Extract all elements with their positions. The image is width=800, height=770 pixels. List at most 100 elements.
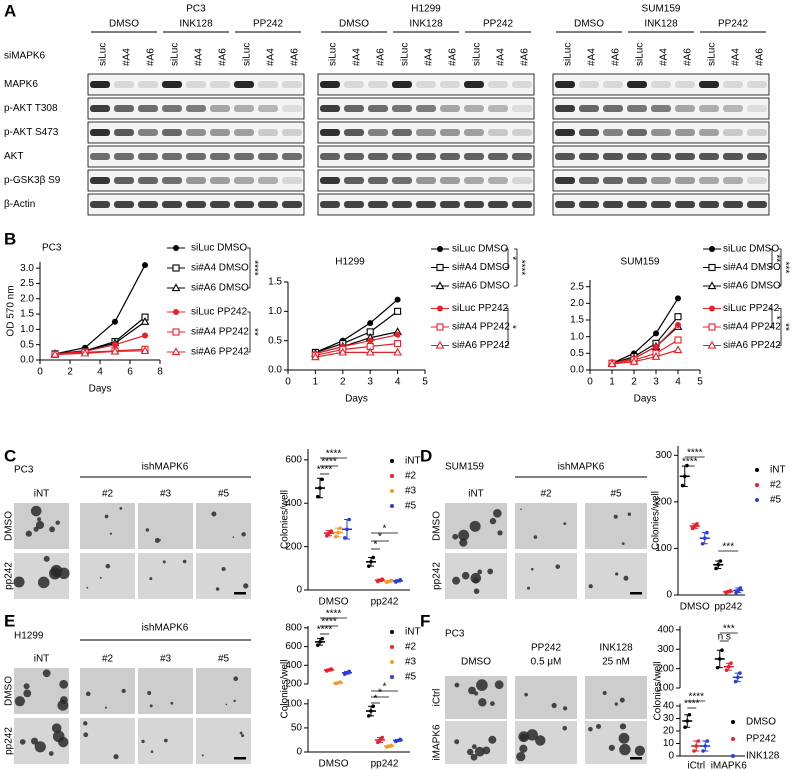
lane-label: #A4 <box>496 48 507 66</box>
panel-label: B <box>4 229 16 248</box>
blot-band <box>258 81 278 88</box>
legend-label: siLuc DMSO <box>723 244 779 255</box>
legend-label: si#A6 DMSO <box>452 281 510 292</box>
blot-band <box>512 81 532 88</box>
legend-label: #5 <box>405 672 417 683</box>
lane-label: siLuc <box>400 43 411 66</box>
colony <box>563 706 568 711</box>
colony <box>163 738 168 743</box>
y-axis-title: OD 570 nm <box>6 285 17 336</box>
marker <box>142 332 148 339</box>
y-tick-label: 200 <box>285 679 302 690</box>
legend-marker <box>707 281 717 290</box>
colony <box>37 517 42 522</box>
y-tick-label: 1.0 <box>268 306 282 317</box>
colony <box>243 583 249 589</box>
y-tick-label: 0 <box>668 751 674 762</box>
colony <box>31 737 39 745</box>
significance-label: **** <box>317 625 333 636</box>
colony <box>60 696 68 704</box>
blot-band <box>138 201 158 208</box>
x-tick-label: 2 <box>67 367 73 378</box>
blot-band <box>512 105 532 112</box>
blot-band <box>186 81 206 88</box>
y-tick-label: 50 <box>291 723 303 734</box>
blot-band <box>258 177 278 184</box>
significance-label: **** <box>317 465 333 476</box>
blot-band <box>186 153 206 160</box>
treatment-label: PP242 <box>718 19 748 30</box>
marker <box>651 351 661 360</box>
colony <box>215 587 220 591</box>
protein-label: β-Actin <box>4 199 35 210</box>
blot-band <box>464 81 484 88</box>
blot-band <box>488 105 508 112</box>
legend-marker <box>436 323 444 331</box>
blot-band <box>114 177 134 184</box>
blot-band <box>114 201 134 208</box>
blot-band <box>675 129 695 136</box>
x-tick-label: 0 <box>37 367 43 378</box>
legend-label: si#A4 PP242 <box>191 327 249 338</box>
x-tick-label: 3 <box>367 377 373 388</box>
y-tick-label: 0 <box>296 747 302 758</box>
row-title: siMAPK6 <box>4 51 46 62</box>
blot-band <box>603 81 623 88</box>
x-tick-label: 1 <box>313 377 319 388</box>
colony <box>86 586 89 589</box>
x-axis-title: Days <box>634 394 657 405</box>
column-label: iNT <box>468 489 484 500</box>
y-tick-label: 0.0 <box>570 365 584 376</box>
blot-band <box>258 153 278 160</box>
blot-band <box>258 201 278 208</box>
x-tick-label: 2 <box>340 377 346 388</box>
scale-bar <box>234 592 246 595</box>
protein-label: AKT <box>4 151 23 162</box>
lane-label: #A6 <box>755 48 766 66</box>
colony <box>623 575 629 581</box>
colony <box>23 683 30 690</box>
legend-marker <box>755 498 759 502</box>
significance-label: ** <box>770 254 781 262</box>
legend-label: #2 <box>405 471 417 482</box>
blot-band <box>747 201 767 208</box>
legend-label: si#A4 PP242 <box>723 322 781 333</box>
blot-band <box>651 201 671 208</box>
blot-band <box>747 153 767 160</box>
marker <box>338 347 348 356</box>
marker <box>674 336 682 344</box>
x-tick-label: 3 <box>653 377 659 388</box>
blot-band <box>186 105 206 112</box>
colony-image <box>138 503 193 549</box>
marker <box>394 331 401 338</box>
marker <box>112 341 118 348</box>
significance-bracket <box>769 308 773 328</box>
legend-label: iNT <box>405 627 421 638</box>
treatment-label: INK128 <box>409 19 443 30</box>
marker <box>675 322 681 328</box>
colony <box>615 572 619 576</box>
marker <box>80 348 90 357</box>
y-tick-label: 1.5 <box>20 309 34 320</box>
legend-label: si#A6 PP242 <box>452 340 510 351</box>
cell-label: SUM159 <box>642 4 681 15</box>
y-tick-label: 2.0 <box>570 298 584 309</box>
colony <box>48 751 54 756</box>
blot-band <box>138 81 158 88</box>
blot-band <box>90 177 110 184</box>
blot-band <box>392 177 412 184</box>
blot-band <box>368 81 388 88</box>
colony <box>104 706 107 709</box>
blot-band <box>651 153 671 160</box>
colony <box>473 588 480 594</box>
significance-bracket <box>247 247 251 289</box>
colony <box>470 753 478 761</box>
x-tick-label: iMAPK6 <box>711 761 748 770</box>
x-tick-label: pp242 <box>371 597 399 608</box>
blot-strip <box>87 121 305 144</box>
blot-band <box>675 105 695 112</box>
blot-band <box>320 81 340 88</box>
colony <box>149 577 153 581</box>
y-tick-label: 0.5 <box>20 339 34 350</box>
